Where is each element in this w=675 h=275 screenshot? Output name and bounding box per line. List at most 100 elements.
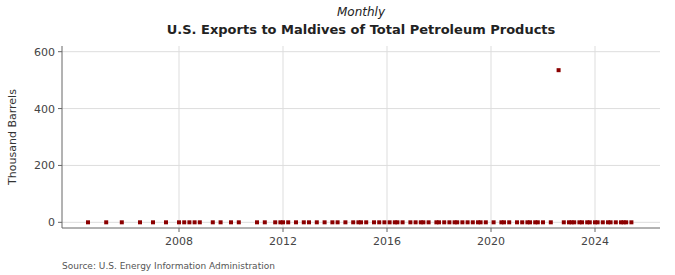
points (86, 68, 633, 224)
point (471, 220, 475, 224)
point (315, 220, 319, 224)
point (447, 220, 451, 224)
tick-label: 2008 (165, 235, 193, 248)
point (351, 220, 355, 224)
tick-label: 600 (34, 46, 55, 59)
tick-label: 2016 (373, 235, 401, 248)
tick (58, 165, 62, 166)
point (263, 220, 267, 224)
point (164, 220, 168, 224)
point (182, 220, 186, 224)
point (528, 220, 532, 224)
point (151, 220, 155, 224)
point (596, 220, 600, 224)
tick-label: 200 (34, 159, 55, 172)
grid-line (62, 165, 660, 166)
grid-line (62, 108, 660, 109)
point (492, 220, 496, 224)
point (177, 220, 181, 224)
point (614, 220, 618, 224)
point (211, 220, 215, 224)
grid-line (283, 46, 284, 228)
point (536, 220, 540, 224)
point (193, 220, 197, 224)
grid-line (387, 46, 388, 228)
point (588, 220, 592, 224)
grid-line (179, 46, 180, 228)
tick (58, 108, 62, 109)
point (120, 220, 124, 224)
point (138, 220, 142, 224)
point (466, 220, 470, 224)
point (307, 220, 311, 224)
tick-label: 2020 (477, 235, 505, 248)
point (507, 220, 511, 224)
point (515, 220, 519, 224)
axes: 0 200 400 600 2008 2012 2016 2020 2024 (34, 46, 660, 248)
tick (58, 222, 62, 223)
point (364, 220, 368, 224)
tick (491, 228, 492, 232)
point (237, 220, 241, 224)
point (343, 220, 347, 224)
point (377, 220, 381, 224)
point (629, 220, 633, 224)
tick (595, 228, 596, 232)
point (187, 220, 191, 224)
grid-line (491, 46, 492, 228)
point (359, 220, 363, 224)
point (549, 220, 553, 224)
grid-line (595, 46, 596, 228)
point (372, 220, 376, 224)
point (460, 220, 464, 224)
source-note: Source: U.S. Energy Information Administ… (62, 261, 275, 271)
tick (58, 51, 62, 52)
tick-label: 0 (48, 216, 55, 229)
point (414, 220, 418, 224)
point (541, 220, 545, 224)
point (286, 220, 290, 224)
point (395, 220, 399, 224)
point (609, 220, 613, 224)
point (401, 220, 405, 224)
point (86, 220, 90, 224)
x-axis-line (62, 228, 660, 229)
point (330, 220, 334, 224)
point (281, 220, 285, 224)
point (437, 220, 441, 224)
tick-label: 2024 (581, 235, 609, 248)
point (562, 220, 566, 224)
point (382, 220, 386, 224)
point (520, 220, 524, 224)
point (484, 220, 488, 224)
y-axis-label: Thousand Barrels (6, 89, 19, 186)
y-axis-line (62, 46, 63, 228)
point (104, 220, 108, 224)
point (580, 220, 584, 224)
point (455, 220, 459, 224)
point (198, 220, 202, 224)
tick (179, 228, 180, 232)
point (624, 220, 628, 224)
point (442, 220, 446, 224)
point (219, 220, 223, 224)
point (302, 220, 306, 224)
point (479, 220, 483, 224)
point (557, 68, 561, 72)
tick (283, 228, 284, 232)
point (427, 220, 431, 224)
grid-line (62, 51, 660, 52)
point (255, 220, 259, 224)
chart: MonthlyU.S. Exports to Maldives of Total… (0, 0, 675, 275)
point (323, 220, 327, 224)
grid (62, 46, 660, 228)
point (294, 220, 298, 224)
point (502, 220, 506, 224)
point (408, 220, 412, 224)
tick-label: 400 (34, 103, 55, 116)
tick (387, 228, 388, 232)
tick-label: 2012 (269, 235, 297, 248)
point (388, 220, 392, 224)
point (229, 220, 233, 224)
subtitle: Monthly (337, 5, 386, 19)
